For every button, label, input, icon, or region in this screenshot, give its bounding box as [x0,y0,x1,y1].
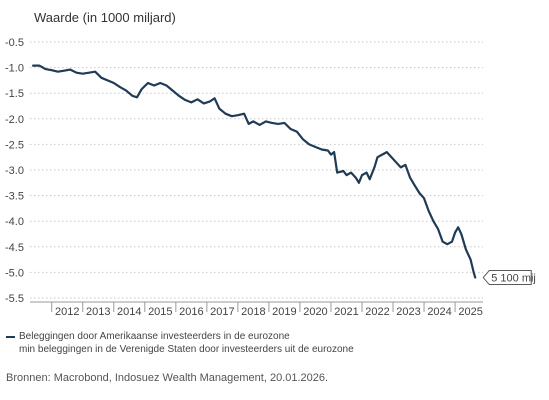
y-tick-label: -5.5 [5,293,24,305]
y-tick-label: -2.0 [5,114,24,126]
y-tick-label: -1.0 [5,63,24,75]
source-note: Bronnen: Macrobond, Indosuez Wealth Mana… [6,372,329,384]
y-tick-label: -1.5 [5,88,24,100]
legend-label-line1: Beleggingen door Amerikaanse investeerde… [19,331,290,342]
x-tick-label: 2013 [86,306,110,318]
legend-label-line2: min beleggingen in de Verenigde Staten d… [19,344,354,355]
y-tick-label: -0.5 [5,37,24,49]
x-axis: 2012 2013 2014 2015 2016 2017 2018 2019 2020 2021… [30,301,483,318]
x-tick-label: 2015 [148,306,172,318]
annotation-box [482,270,532,286]
x-tick-label: 2017 [210,306,234,318]
y-tick-label: -4.5 [5,242,24,254]
y-axis: -0.5 -1.0 -1.5 -2.0 -2.5 -3.0 -3.5 -4.0 -4.5 -5.0… [5,37,24,305]
series-line [32,64,477,279]
legend: Beleggingen door Amerikaanse investeerde… [6,330,354,356]
legend-row-1: Beleggingen door Amerikaanse investeerde… [6,330,354,343]
x-tick-label: 2023 [396,306,420,318]
chart-title: Waarde (in 1000 miljard) [34,10,176,25]
x-tick-label: 2019 [272,306,296,318]
x-tick-label: 2022 [365,306,389,318]
series-layer [32,64,477,279]
x-tick-label: 2025 [458,306,482,318]
x-tick-label: 2020 [303,306,327,318]
legend-swatch [6,336,15,338]
x-tick-label: 2014 [117,306,141,318]
annotation-label: 5 100 mij [491,273,536,285]
y-tick-label: -4.0 [5,216,24,228]
x-tick-label: 2024 [427,306,451,318]
x-tick-label: 2016 [179,306,203,318]
y-tick-label: -2.5 [5,139,24,151]
end-value-annotation: 5 100 mij [482,270,536,286]
y-tick-label: -5.0 [5,267,24,279]
y-tick-label: -3.5 [5,191,24,203]
x-tick-label: 2012 [55,306,79,318]
grid [30,41,483,299]
x-tick-label: 2021 [334,306,358,318]
x-tick-label: 2018 [241,306,265,318]
y-tick-label: -3.0 [5,165,24,177]
